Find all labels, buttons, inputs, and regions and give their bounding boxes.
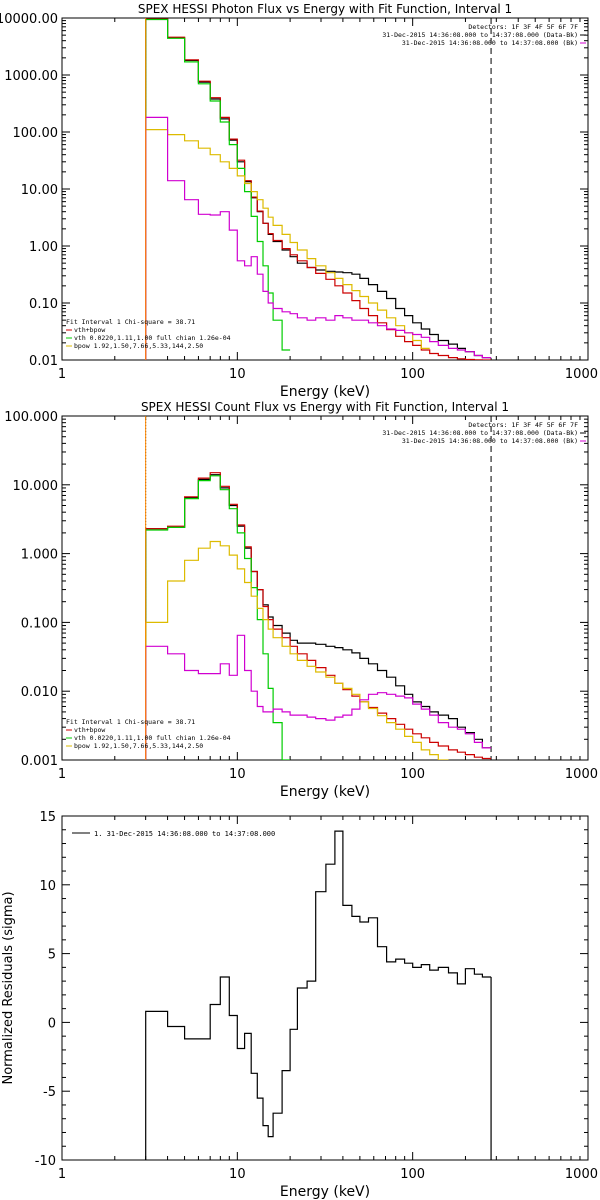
legend-bottom-line: vth+bpow (74, 726, 105, 734)
legend-bottom-line: Fit Interval 1 Chi-square = 38.71 (66, 718, 195, 726)
y-tick-label: -10 (35, 1154, 56, 1169)
y-tick-label: 10.00 (21, 183, 58, 198)
y-tick-label: 0.10 (29, 297, 58, 312)
series-bpow (145, 540, 449, 760)
y-tick-label: 1.00 (29, 240, 58, 255)
series-1-31-dec-2015-14-36-08-000-to-14-37-08-000 (145, 830, 492, 1160)
legend-top: Detectors: 1F 3F 4F 5F 6F 7F31-Dec-2015 … (382, 421, 586, 445)
x-axis-label: Energy (keV) (280, 784, 370, 800)
series-data-bk (145, 18, 492, 360)
y-axis: 15 10 5 0 -5 -10 Normalized Residuals (sigma) (1, 810, 588, 1169)
legend-bottom-line: vth 0.0220,1.11,1.00 full chian 1.26e-04 (74, 334, 231, 342)
series-vth (145, 18, 291, 360)
plot-frame (61, 17, 589, 361)
x-tick-label: 1000 (565, 1167, 598, 1182)
series-vth-bpow (145, 472, 492, 760)
series-vth (145, 475, 291, 760)
legend-top-line: 31-Dec-2015 14:36:08.000 to 14:37:08.000… (402, 437, 578, 445)
y-axis-label: Normalized Residuals (sigma) (1, 891, 16, 1084)
legend-bottom-line: vth+bpow (74, 326, 105, 334)
y-tick-label: -5 (43, 1085, 56, 1100)
legend-top-line: Detectors: 1F 3F 4F 5F 6F 7F (468, 421, 578, 429)
y-tick-label: 0.010 (21, 685, 58, 700)
y-tick-label: 0.100 (21, 616, 58, 631)
x-tick-label: 1000 (565, 367, 598, 382)
x-tick-label: 100 (400, 767, 425, 782)
series-vth-bpow (145, 18, 492, 360)
legend-bottom-line: vth 0.0220,1.11,1.00 full chian 1.26e-04 (74, 734, 231, 742)
legend-bottom: Fit Interval 1 Chi-square = 38.71vth+bpo… (66, 718, 231, 750)
series-bpow (145, 129, 430, 360)
y-axis: 100.000 10.000 1.000 0.100 0.010 0.001 (4, 410, 588, 769)
plot-area (145, 830, 492, 1160)
x-tick-label: 1 (58, 767, 66, 782)
x-tick-label: 1000 (565, 767, 598, 782)
chart-title: SPEX HESSI Count Flux vs Energy with Fit… (141, 400, 509, 414)
y-tick-label: 15 (39, 810, 56, 825)
y-tick-label: 0.001 (21, 754, 58, 769)
panel-3: 1 10 100 1000 Energy (keV) 15 10 5 0 -5 -10 Normali… (1, 810, 598, 1200)
x-axis: 1 10 100 1000 Energy (keV) (58, 816, 598, 1200)
x-tick-label: 1 (58, 1167, 66, 1182)
y-tick-label: 5 (48, 948, 56, 963)
x-tick-label: 100 (400, 367, 425, 382)
series-bk (145, 634, 492, 760)
legend-top: Detectors: 1F 3F 4F 5F 6F 7F31-Dec-2015 … (382, 23, 586, 47)
legend-top-line: 31-Dec-2015 14:36:08.000 to 14:37:08.000… (382, 31, 578, 39)
legend-top-line: 31-Dec-2015 14:36:08.000 to 14:37:08.000… (402, 39, 578, 47)
legend-top-line: 31-Dec-2015 14:36:08.000 to 14:37:08.000… (382, 429, 578, 437)
y-tick-label: 10.000 (13, 479, 59, 494)
x-tick-label: 10 (229, 1167, 246, 1182)
x-axis-label: Energy (keV) (280, 384, 370, 400)
y-axis: 10000.00 1000.00 100.00 10.00 1.00 0.10 0.01 (0, 12, 588, 369)
plot-frame (61, 815, 589, 1161)
series-bk (145, 116, 492, 360)
plot-frame (61, 415, 589, 761)
chart-title: SPEX HESSI Photon Flux vs Energy with Fi… (138, 2, 512, 16)
y-tick-label: 10000.00 (0, 12, 58, 27)
legend-bottom-line: bpow 1.92,1.50,7.66,5.33,144,2.50 (74, 342, 203, 350)
y-tick-label: 10 (39, 879, 56, 894)
y-tick-label: 0 (48, 1016, 56, 1031)
x-tick-label: 100 (400, 1167, 425, 1182)
plot-area (145, 18, 492, 360)
y-tick-label: 1000.00 (4, 69, 58, 84)
legend-bottom-line: Fit Interval 1 Chi-square = 38.71 (66, 318, 195, 326)
x-tick-label: 10 (229, 367, 246, 382)
legend-top-line: Detectors: 1F 3F 4F 5F 6F 7F (468, 23, 578, 31)
legend-bottom-line: bpow 1.92,1.50,7.66,5.33,144,2.50 (74, 742, 203, 750)
y-tick-label: 1.000 (21, 548, 58, 563)
x-axis: 1 10 100 1000 Energy (keV) (58, 18, 598, 400)
series-data-bk (145, 474, 492, 760)
y-tick-label: 100.000 (4, 410, 58, 425)
legend-bottom: Fit Interval 1 Chi-square = 38.71vth+bpo… (66, 318, 231, 350)
panel-1: SPEX HESSI Photon Flux vs Energy with Fi… (0, 2, 598, 400)
y-tick-label: 0.01 (29, 354, 58, 369)
y-tick-label: 100.00 (13, 126, 59, 141)
x-tick-label: 1 (58, 367, 66, 382)
x-axis: 1 10 100 1000 Energy (keV) (58, 416, 598, 800)
x-tick-label: 10 (229, 767, 246, 782)
plot-area (145, 416, 492, 760)
legend: 1. 31-Dec-2015 14:36:08.000 to 14:37:08.… (72, 830, 275, 838)
x-axis-label: Energy (keV) (280, 1184, 370, 1200)
panel-2: SPEX HESSI Count Flux vs Energy with Fit… (4, 400, 598, 800)
legend-line: 1. 31-Dec-2015 14:36:08.000 to 14:37:08.… (94, 830, 275, 838)
